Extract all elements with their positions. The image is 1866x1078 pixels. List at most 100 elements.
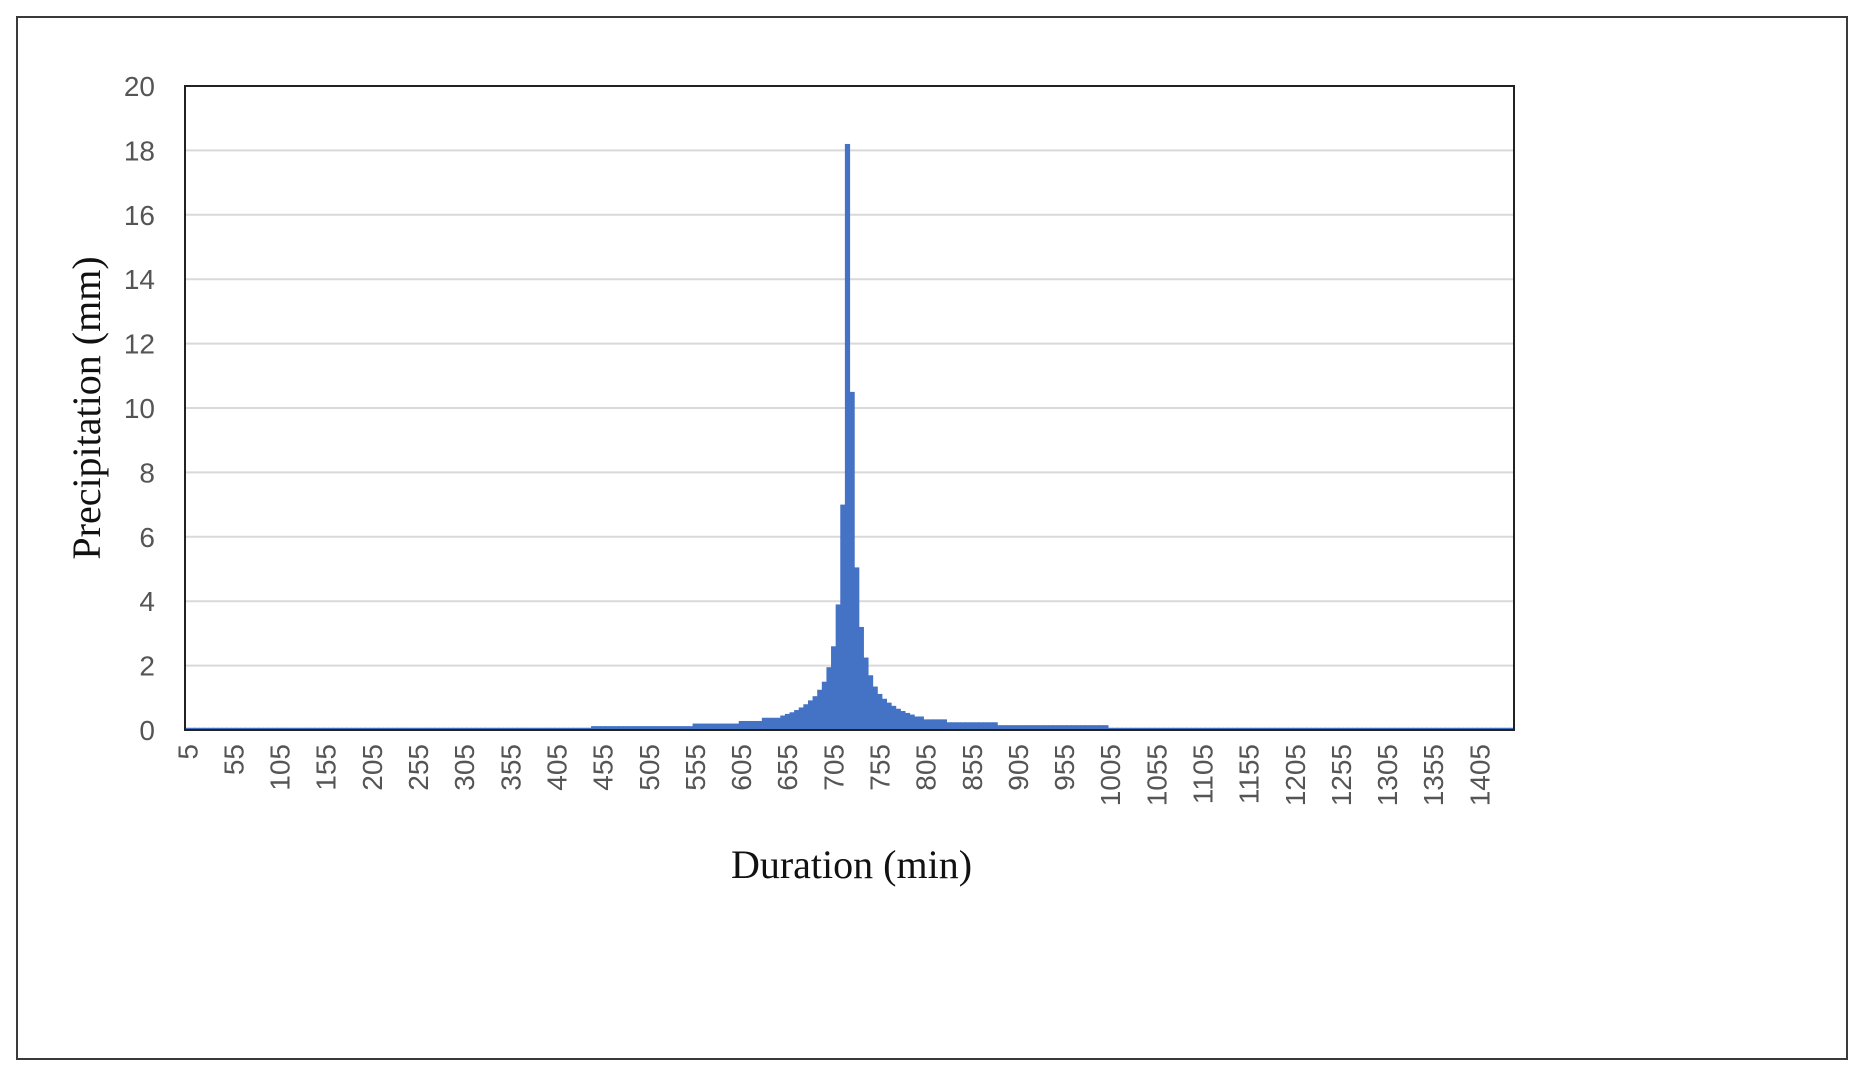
bar xyxy=(263,727,269,730)
x-tick-label: 505 xyxy=(634,744,665,791)
bar xyxy=(475,727,481,730)
bar xyxy=(1260,727,1266,730)
x-tick-label: 5 xyxy=(172,744,203,760)
bar xyxy=(572,727,578,730)
bar xyxy=(535,727,541,730)
bar xyxy=(295,727,301,730)
bar xyxy=(1315,727,1321,730)
bar xyxy=(720,723,726,730)
bar xyxy=(757,720,763,730)
bar xyxy=(1006,725,1012,730)
x-tick-label: 155 xyxy=(311,744,342,791)
bar xyxy=(886,702,892,730)
bar xyxy=(794,710,800,730)
bar xyxy=(623,726,629,730)
bar xyxy=(807,700,814,730)
bar xyxy=(434,727,440,730)
bar xyxy=(1121,727,1127,730)
bar xyxy=(1144,727,1151,730)
bar xyxy=(198,727,205,730)
y-tick-label: 0 xyxy=(139,715,155,746)
bar xyxy=(1384,727,1390,730)
y-tick-label: 12 xyxy=(124,329,155,360)
bar xyxy=(697,723,703,730)
bar xyxy=(987,722,994,730)
bar xyxy=(1306,727,1312,730)
bar xyxy=(1467,727,1474,730)
bar xyxy=(1140,727,1146,730)
bar xyxy=(494,727,500,730)
bar xyxy=(1389,727,1395,730)
bar xyxy=(1094,725,1100,730)
bar xyxy=(854,567,860,730)
y-tick-label: 2 xyxy=(139,651,155,682)
bar xyxy=(268,727,274,730)
bar xyxy=(581,727,588,730)
bar xyxy=(1347,727,1354,730)
bar xyxy=(1047,725,1054,730)
bar xyxy=(978,722,984,730)
bar xyxy=(194,727,200,730)
bar xyxy=(701,723,708,730)
bar xyxy=(771,717,777,730)
bar xyxy=(609,726,615,730)
bar xyxy=(1366,727,1372,730)
plot-area-border xyxy=(184,85,1515,731)
bar xyxy=(1107,727,1114,730)
y-axis-ticks: 0 2 4 6 8 10 12 14 16 18 20 xyxy=(124,71,155,746)
bar xyxy=(632,726,638,730)
bar xyxy=(383,727,389,730)
bar xyxy=(1080,725,1086,730)
bar xyxy=(1361,727,1367,730)
bar xyxy=(844,143,851,731)
bar xyxy=(1426,727,1432,730)
x-tick-label: 555 xyxy=(680,744,711,791)
y-tick-label: 4 xyxy=(139,586,155,617)
bar xyxy=(891,705,897,730)
bar xyxy=(1071,725,1077,730)
bar xyxy=(1269,727,1275,730)
bar xyxy=(517,727,523,730)
bar xyxy=(286,727,292,730)
x-tick-label: 1405 xyxy=(1464,744,1495,806)
bar xyxy=(1024,725,1031,730)
bar xyxy=(955,722,961,730)
x-tick-label: 1205 xyxy=(1280,744,1311,806)
bar xyxy=(1172,727,1178,730)
bar xyxy=(734,723,740,730)
bar xyxy=(217,727,223,730)
y-tick-label: 14 xyxy=(124,264,155,295)
bar xyxy=(563,727,569,730)
bar xyxy=(185,727,191,730)
bar xyxy=(1057,725,1063,730)
bar xyxy=(392,727,398,730)
bar xyxy=(1237,727,1243,730)
bar xyxy=(1117,727,1123,730)
bar xyxy=(1255,727,1261,730)
x-axis-ticks: 5 55 105 155 205 255 305 355 405 455 505 555 605 655 7… xyxy=(172,744,1495,806)
bar xyxy=(914,716,920,730)
bar xyxy=(831,646,837,730)
y-tick-label: 6 xyxy=(139,522,155,553)
bar xyxy=(415,727,421,730)
bar xyxy=(1412,727,1418,730)
bar xyxy=(946,722,952,730)
bar xyxy=(549,727,555,730)
bar xyxy=(798,707,804,730)
bar xyxy=(1103,725,1109,730)
bar xyxy=(1038,725,1044,730)
bar xyxy=(212,727,218,730)
bar xyxy=(1190,727,1197,730)
bar xyxy=(208,727,214,730)
bar xyxy=(858,626,864,730)
bar xyxy=(226,727,232,730)
bar xyxy=(378,727,385,730)
bar xyxy=(604,726,611,730)
bar xyxy=(646,726,652,730)
bar xyxy=(1181,727,1187,730)
x-tick-label: 405 xyxy=(541,744,572,791)
bar xyxy=(1495,727,1501,730)
bar xyxy=(1089,725,1095,730)
bar xyxy=(826,667,832,730)
bar xyxy=(628,726,634,730)
